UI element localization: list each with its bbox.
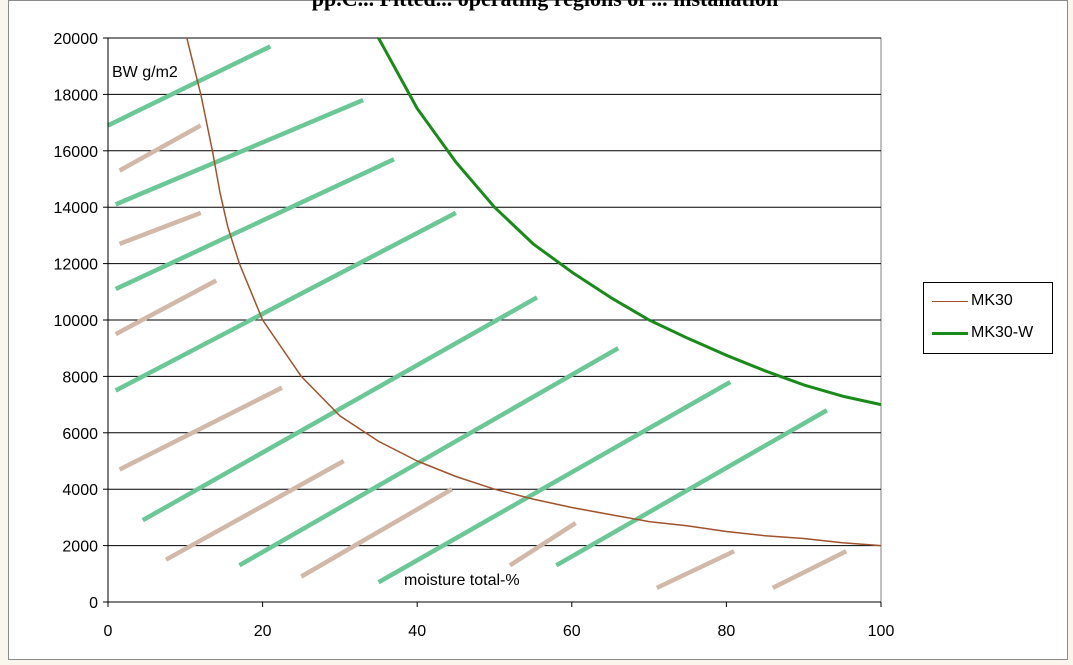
x-tick-label: 100 xyxy=(868,623,895,640)
legend-swatch-mk30-w xyxy=(932,331,968,335)
legend-item-mk30: MK30 xyxy=(932,291,1013,311)
hatch-line-tan xyxy=(655,549,736,590)
y-tick-label: 2000 xyxy=(62,539,98,556)
x-axis-label: moisture total-% xyxy=(404,572,520,589)
x-tick-label: 20 xyxy=(254,623,272,640)
y-tick-label: 4000 xyxy=(62,482,98,499)
chart-title: pp.C... Fitted... operating regions of .… xyxy=(312,0,779,11)
hatch-line-tan xyxy=(118,385,283,472)
hatch-line-green xyxy=(555,408,829,568)
hatch-line-green xyxy=(141,295,539,523)
hatch-line-tan xyxy=(164,459,345,562)
hatch-line-green xyxy=(114,157,395,292)
hatch-line-tan xyxy=(508,521,577,568)
hatch-line-tan xyxy=(118,210,202,246)
x-tick-label: 40 xyxy=(408,623,426,640)
hatch-line-green xyxy=(377,380,732,585)
hatch-line-green xyxy=(107,44,272,128)
y-tick-label: 10000 xyxy=(54,313,99,330)
legend-item-mk30-w: MK30-W xyxy=(932,323,1033,343)
hatch-line-tan xyxy=(300,487,454,579)
legend: MK30 MK30-W xyxy=(923,282,1053,354)
hatch-line-tan xyxy=(771,549,848,590)
series-line-mk30 xyxy=(186,37,882,547)
legend-swatch-mk30 xyxy=(932,300,968,302)
series-line-mk30-w xyxy=(377,37,882,407)
y-tick-label: 12000 xyxy=(54,257,99,274)
y-tick-label: 8000 xyxy=(62,369,98,386)
legend-label-mk30-w: MK30-W xyxy=(971,324,1034,341)
hatch-line-tan xyxy=(118,123,202,173)
hatch-line-green xyxy=(114,97,364,207)
y-tick-label: 16000 xyxy=(54,144,99,161)
y-tick-label: 18000 xyxy=(54,87,99,104)
hatch-line-green xyxy=(114,210,457,393)
y-tick-label: 0 xyxy=(89,595,98,612)
hatch-line-tan xyxy=(114,278,218,337)
hatch-line-green xyxy=(238,346,620,568)
x-tick-label: 80 xyxy=(718,623,736,640)
y-tick-label: 6000 xyxy=(62,426,98,443)
y-tick-label: 14000 xyxy=(54,200,99,217)
y-axis-label: BW g/m2 xyxy=(112,64,178,81)
x-tick-label: 60 xyxy=(563,623,581,640)
legend-label-mk30: MK30 xyxy=(971,292,1013,309)
y-tick-label: 20000 xyxy=(54,31,99,48)
x-tick-label: 0 xyxy=(104,623,113,640)
